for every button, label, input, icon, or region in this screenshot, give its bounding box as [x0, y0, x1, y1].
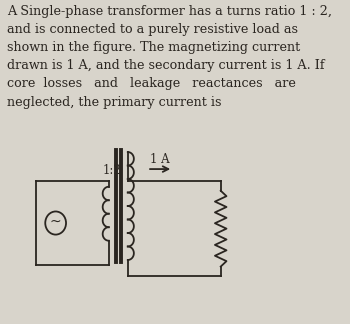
Text: 1 A: 1 A	[150, 154, 170, 167]
Text: A Single-phase transformer has a turns ratio 1 : 2,
and is connected to a purely: A Single-phase transformer has a turns r…	[7, 5, 331, 109]
Text: 1:2: 1:2	[103, 164, 121, 178]
Text: ~: ~	[50, 215, 62, 229]
